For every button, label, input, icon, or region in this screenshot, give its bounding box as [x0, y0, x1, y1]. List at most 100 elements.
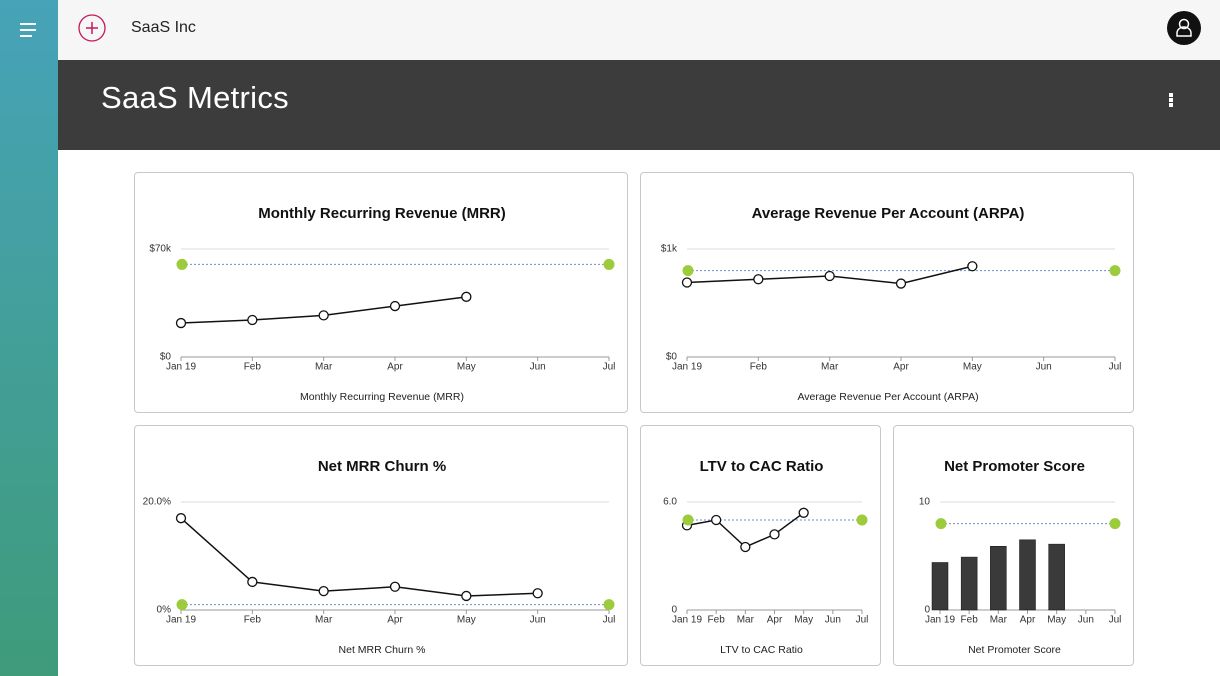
data-point	[247, 576, 258, 588]
x-tick-label: Apr	[767, 615, 783, 626]
series-line	[180, 517, 538, 597]
x-tick-label: Jun	[530, 362, 546, 373]
page-header: SaaS Metrics	[58, 60, 1220, 150]
x-tick-label: Feb	[244, 615, 262, 626]
top-bar: SaaS Inc	[58, 0, 1220, 60]
data-point	[753, 274, 764, 285]
more-menu[interactable]	[1167, 91, 1177, 111]
data-point	[769, 529, 780, 540]
x-tick-label: Jan 19	[166, 615, 196, 626]
bar	[1019, 539, 1036, 611]
x-tick-label: Jul	[1109, 615, 1122, 626]
data-point	[824, 270, 835, 282]
data-point	[461, 291, 472, 302]
y-tick-label: 10	[919, 497, 931, 508]
target-point	[1109, 518, 1121, 530]
x-tick-label: Jan 19	[672, 362, 702, 373]
y-tick-label: $0	[160, 352, 172, 363]
y-tick-label: 20.0%	[143, 497, 171, 508]
chart-card: Net MRR Churn % Net MRR Churn % 0% 20.0% Jan…	[134, 425, 628, 666]
chart: Monthly Recurring Revenue (MRR) Monthly R…	[149, 205, 616, 403]
chart-card: LTV to CAC Ratio LTV to CAC Ratio 0 6.0 Jan …	[640, 425, 881, 666]
x-tick-label: May	[794, 615, 813, 626]
x-tick-label: Jul	[856, 615, 869, 626]
chart: Average Revenue Per Account (ARPA) Averag…	[661, 205, 1122, 403]
y-tick-label: 0	[924, 605, 930, 616]
bar	[990, 546, 1007, 611]
data-point	[389, 300, 401, 312]
page-title: SaaS Metrics	[101, 80, 289, 115]
x-tick-label: Jun	[530, 615, 546, 626]
x-tick-label: Mar	[821, 362, 839, 373]
data-point	[389, 581, 401, 592]
bar	[1048, 543, 1065, 611]
y-tick-label: 0	[671, 605, 677, 616]
bar	[960, 556, 978, 611]
x-tick-label: Jul	[1109, 362, 1122, 373]
x-tick-label: Mar	[315, 362, 333, 373]
data-point	[247, 314, 258, 326]
y-tick-label: $70k	[149, 244, 172, 255]
x-tick-label: Jun	[825, 615, 841, 626]
data-point	[740, 541, 751, 553]
brand: SaaS Inc	[131, 19, 196, 36]
target-point	[682, 265, 694, 277]
target-point	[856, 514, 868, 526]
y-tick-label: 0%	[157, 605, 172, 616]
x-tick-label: May	[1047, 615, 1066, 626]
target-point	[603, 599, 615, 611]
x-tick-label: Jun	[1036, 362, 1052, 373]
x-tick-label: Mar	[315, 615, 333, 626]
data-point	[967, 261, 978, 272]
x-tick-label: Jun	[1078, 615, 1094, 626]
data-point	[711, 514, 722, 526]
avatar[interactable]	[1165, 9, 1205, 49]
target-point	[603, 258, 615, 270]
chart-title: Net Promoter Score	[944, 458, 1085, 475]
x-tick-label: Mar	[737, 615, 755, 626]
chart: LTV to CAC Ratio LTV to CAC Ratio 0 6.0 Jan …	[663, 458, 869, 656]
data-point	[532, 588, 543, 599]
x-tick-label: Jul	[603, 362, 616, 373]
data-point	[461, 590, 472, 602]
x-tick-label: Feb	[961, 615, 979, 626]
data-point	[681, 277, 693, 288]
x-axis-label: Net MRR Churn %	[339, 644, 426, 656]
target-point	[682, 514, 694, 526]
chart-title: Net MRR Churn %	[318, 458, 446, 475]
data-point	[175, 317, 187, 329]
x-axis-label: Monthly Recurring Revenue (MRR)	[300, 391, 464, 403]
chart: Net MRR Churn % Net MRR Churn % 0% 20.0% Jan…	[143, 458, 616, 656]
x-tick-label: May	[963, 362, 982, 373]
x-tick-label: Jan 19	[672, 615, 702, 626]
chart-title: LTV to CAC Ratio	[700, 458, 824, 475]
x-tick-label: Feb	[244, 362, 262, 373]
chart-card: Net Promoter Score Net Promoter Score 0 10 J…	[893, 425, 1134, 666]
data-point	[895, 278, 907, 289]
y-tick-label: 6.0	[663, 497, 677, 508]
chart-title: Monthly Recurring Revenue (MRR)	[258, 205, 506, 222]
x-tick-label: Mar	[990, 615, 1008, 626]
target-point	[176, 599, 188, 611]
x-tick-label: Apr	[1020, 615, 1036, 626]
target-point	[935, 518, 947, 530]
data-point	[175, 513, 187, 524]
x-tick-label: Apr	[893, 362, 909, 373]
chart-card: Monthly Recurring Revenue (MRR) Monthly R…	[134, 172, 628, 413]
menu-button[interactable]	[0, 0, 58, 60]
x-axis-label: Net Promoter Score	[968, 644, 1061, 656]
x-tick-label: Jan 19	[166, 362, 196, 373]
chart-card: Average Revenue Per Account (ARPA) Averag…	[640, 172, 1134, 413]
data-point	[318, 310, 329, 321]
y-tick-label: $1k	[661, 244, 678, 255]
bar	[931, 562, 949, 611]
x-axis-label: Average Revenue Per Account (ARPA)	[797, 391, 978, 403]
x-tick-label: Feb	[750, 362, 768, 373]
x-tick-label: Jul	[603, 615, 616, 626]
x-axis-label: LTV to CAC Ratio	[720, 644, 803, 656]
target-point	[176, 258, 188, 270]
target-point	[1109, 265, 1121, 277]
add-button[interactable]	[72, 0, 132, 60]
x-tick-label: May	[457, 362, 476, 373]
